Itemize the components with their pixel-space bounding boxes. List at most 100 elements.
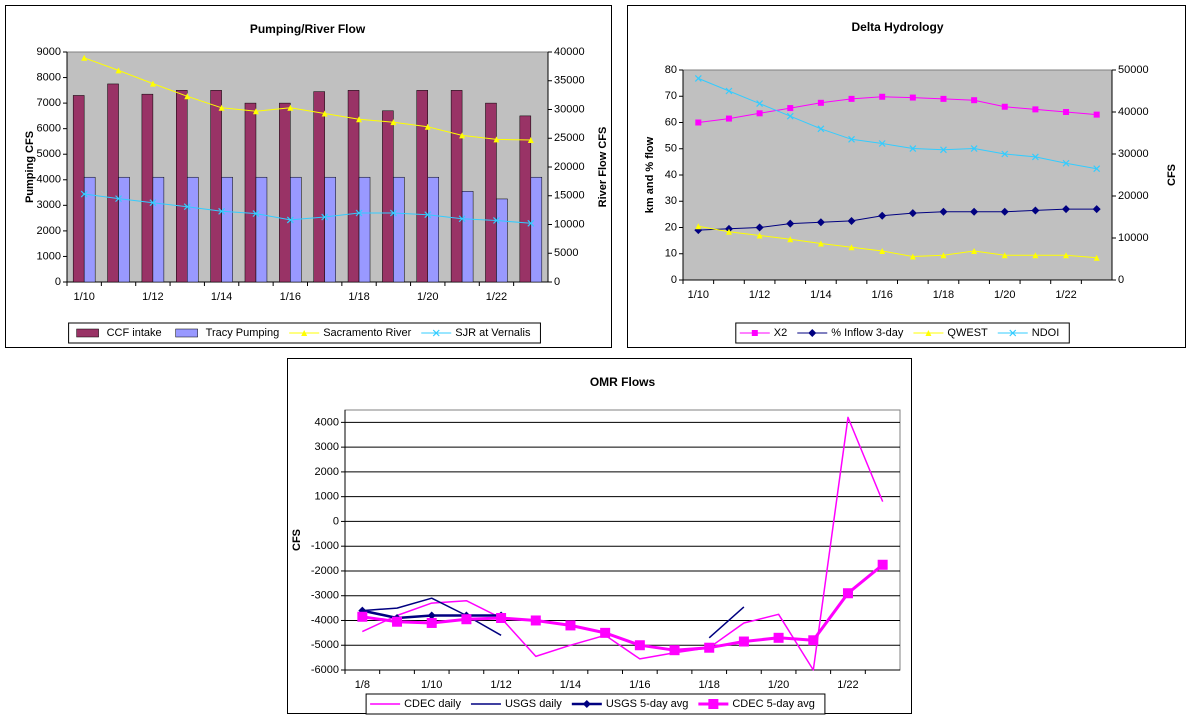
y2-tick-label: 5000 xyxy=(554,247,578,259)
legend-marker xyxy=(808,329,817,337)
point xyxy=(634,640,645,651)
bar xyxy=(530,176,543,283)
x-tick-label: 1/20 xyxy=(417,291,438,303)
y-tick-label: 2000 xyxy=(37,225,61,237)
point xyxy=(496,613,507,623)
bar xyxy=(107,83,119,283)
y2-axis-title: River Flow CFS xyxy=(597,127,609,208)
point xyxy=(286,216,294,224)
point xyxy=(879,248,886,255)
y-tick-label: -3000 xyxy=(311,590,339,602)
y-tick-label: 3000 xyxy=(315,441,339,453)
point xyxy=(940,146,947,154)
point xyxy=(184,93,191,100)
point xyxy=(600,627,611,638)
x-tick-label: 1/12 xyxy=(490,679,511,691)
point xyxy=(527,136,534,143)
bar xyxy=(416,90,428,283)
point xyxy=(694,74,702,82)
point xyxy=(878,140,886,147)
bar xyxy=(496,198,508,283)
bar xyxy=(187,176,199,283)
legend-swatch xyxy=(175,328,198,338)
point xyxy=(1001,252,1008,259)
point xyxy=(1001,150,1009,158)
point xyxy=(424,211,432,219)
x-tick-label: 1/16 xyxy=(871,289,892,301)
legend-item: CCF intake xyxy=(76,327,162,339)
point xyxy=(878,211,887,220)
legend-marker xyxy=(432,329,440,337)
legend-label: NDOI xyxy=(1032,327,1060,339)
y-tick-label: 80 xyxy=(665,64,677,76)
point xyxy=(1093,165,1101,173)
y2-axis-title: CFS xyxy=(1166,164,1178,186)
bar xyxy=(427,176,439,283)
legend-label: SJR at Vernalis xyxy=(455,327,531,339)
point xyxy=(1031,206,1040,215)
point xyxy=(1063,252,1070,259)
point xyxy=(1092,205,1101,214)
point xyxy=(218,207,226,215)
point xyxy=(1000,207,1009,216)
y-tick-label: 40 xyxy=(665,169,677,181)
legend-marker xyxy=(925,330,932,336)
point xyxy=(115,195,122,203)
legend-label: CDEC daily xyxy=(404,698,461,710)
point xyxy=(81,54,88,61)
line xyxy=(698,225,1097,259)
point xyxy=(390,119,397,126)
bar xyxy=(290,176,302,283)
x-tick-label: 1/18 xyxy=(699,679,720,691)
legend-marker xyxy=(301,330,308,336)
point xyxy=(940,95,947,102)
y2-tick-label: 35000 xyxy=(554,75,585,87)
plot-area xyxy=(344,409,901,671)
point xyxy=(392,616,403,627)
point xyxy=(426,617,437,628)
y-axis-title: CFS xyxy=(291,529,303,551)
point xyxy=(877,559,888,570)
legend-label: CDEC 5-day avg xyxy=(732,698,815,710)
x-tick-label: 1/18 xyxy=(348,291,369,303)
point xyxy=(321,110,328,117)
point xyxy=(738,636,749,647)
point xyxy=(1063,109,1070,115)
bar xyxy=(72,95,85,283)
point xyxy=(725,87,733,95)
point xyxy=(971,248,978,255)
y-tick-label: 4000 xyxy=(315,416,339,428)
chart-title: OMR Flows xyxy=(590,375,656,389)
bar xyxy=(382,110,394,283)
point xyxy=(786,112,794,120)
x-tick-label: 1/14 xyxy=(560,679,581,691)
y2-tick-label: 30000 xyxy=(554,103,585,115)
point xyxy=(458,215,466,223)
y-tick-label: 20 xyxy=(665,221,677,233)
point xyxy=(1032,252,1039,259)
y-tick-label: 0 xyxy=(671,274,677,286)
line xyxy=(698,77,1097,170)
point xyxy=(115,67,122,74)
legend-item: NDOI xyxy=(997,327,1060,339)
point xyxy=(970,145,978,152)
point xyxy=(459,132,466,139)
point xyxy=(461,614,472,625)
point xyxy=(756,232,763,239)
legend-label: USGS daily xyxy=(505,698,562,710)
bar xyxy=(221,176,233,283)
y-tick-label: 10 xyxy=(665,248,677,260)
x-tick-label: 1/10 xyxy=(421,679,442,691)
legend-label: USGS 5-day avg xyxy=(606,698,689,710)
x-tick-label: 1/14 xyxy=(211,291,232,303)
point xyxy=(756,100,764,108)
y-tick-label: 2000 xyxy=(315,466,339,478)
point xyxy=(252,108,259,115)
point xyxy=(773,632,784,643)
point xyxy=(817,240,824,247)
point xyxy=(355,209,363,217)
y-tick-label: 60 xyxy=(665,116,677,128)
point xyxy=(183,203,191,211)
bar xyxy=(279,102,291,283)
